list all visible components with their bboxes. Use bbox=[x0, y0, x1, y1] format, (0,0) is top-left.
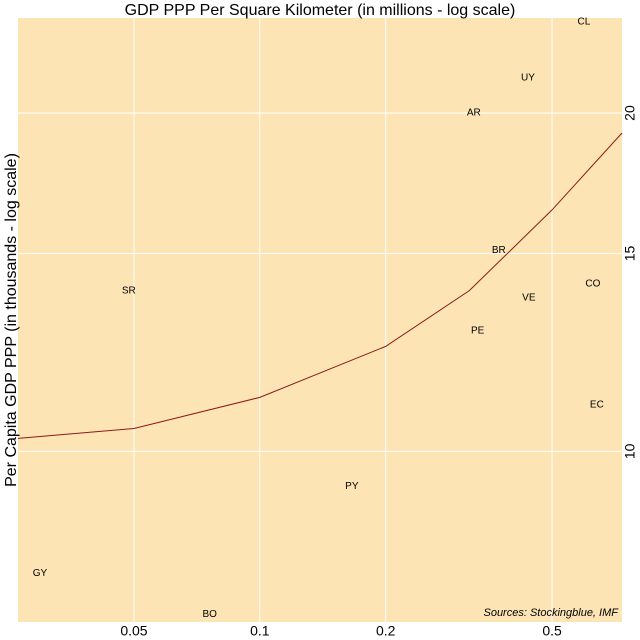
source-note: Sources: Stockingblue, IMF bbox=[483, 607, 619, 619]
point-label: BR bbox=[492, 245, 506, 256]
point-label: EC bbox=[590, 400, 604, 411]
point-label: PE bbox=[471, 326, 485, 337]
y-tick-label: 10 bbox=[622, 443, 638, 459]
point-label: VE bbox=[522, 292, 536, 303]
point-label: SR bbox=[122, 285, 136, 296]
point-label: CL bbox=[578, 17, 591, 28]
x-tick-label: 0.1 bbox=[250, 623, 270, 639]
trend-line bbox=[17, 132, 623, 439]
x-tick-label: 0.2 bbox=[376, 623, 396, 639]
y-axis-label: Per Capita GDP PPP (in thousands - log s… bbox=[3, 153, 20, 487]
chart-title: GDP PPP Per Square Kilometer (in million… bbox=[125, 2, 516, 19]
x-tick-label: 0.05 bbox=[120, 623, 147, 639]
point-label: AR bbox=[467, 108, 481, 119]
point-label: GY bbox=[33, 568, 48, 579]
plot-area bbox=[18, 18, 622, 622]
y-tick-label: 15 bbox=[622, 245, 638, 261]
point-label: BO bbox=[203, 609, 218, 620]
point-label: PY bbox=[345, 481, 359, 492]
x-tick-label: 0.5 bbox=[542, 623, 562, 639]
y-tick-label: 20 bbox=[622, 105, 638, 121]
point-label: UY bbox=[521, 72, 535, 83]
point-label: CO bbox=[585, 278, 600, 289]
